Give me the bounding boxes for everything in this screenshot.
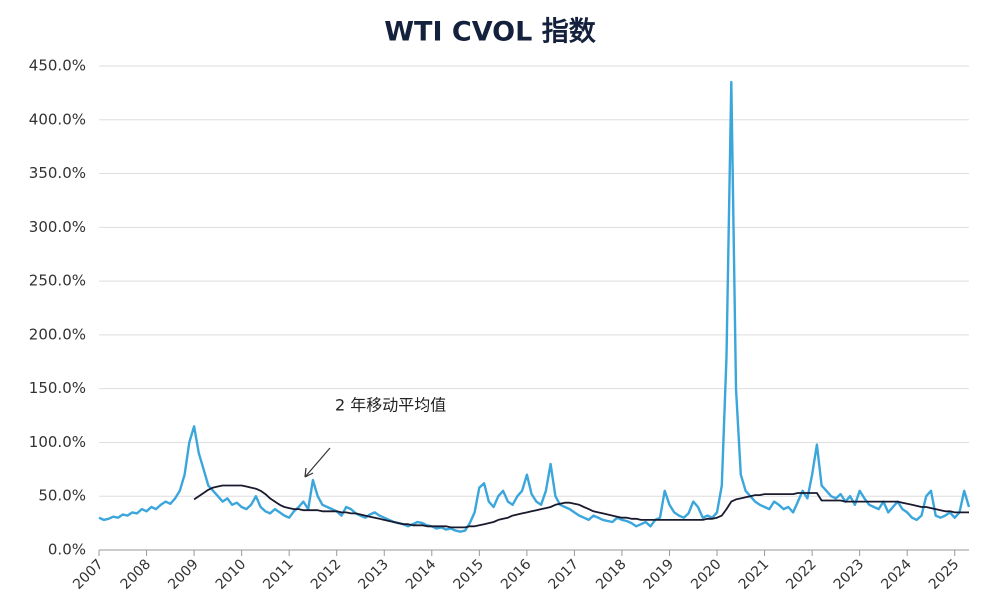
- y-tick-label: 150.0%: [29, 379, 86, 397]
- x-tick-label: 2016: [498, 556, 535, 593]
- y-tick-label: 250.0%: [29, 272, 86, 290]
- x-tick-label: 2023: [831, 556, 868, 593]
- y-tick-label: 50.0%: [38, 487, 86, 505]
- y-tick-label: 450.0%: [29, 57, 86, 75]
- x-tick-label: 2007: [70, 556, 107, 593]
- x-tick-label: 2017: [546, 556, 583, 593]
- x-tick-label: 2014: [403, 556, 440, 593]
- y-tick-label: 0.0%: [48, 541, 86, 559]
- moving-average-line: [193, 484, 969, 529]
- y-tick-label: 100.0%: [29, 433, 86, 451]
- x-tick-label: 2009: [165, 556, 202, 593]
- x-tick-label: 2012: [308, 556, 345, 593]
- x-tick-label: 2020: [688, 556, 725, 593]
- x-tick-label: 2010: [213, 556, 250, 593]
- x-tick-label: 2008: [118, 556, 155, 593]
- x-tick-label: 2019: [641, 556, 678, 593]
- annotation-arrow: [304, 447, 331, 478]
- x-tick-label: 2018: [593, 556, 630, 593]
- y-tick-label: 200.0%: [29, 325, 86, 343]
- annotation: 2 年移动平均值: [335, 396, 446, 415]
- y-tick-label: 300.0%: [29, 218, 86, 236]
- x-tick-label: 2024: [878, 556, 915, 593]
- x-tick-label: 2015: [450, 556, 487, 593]
- x-tick-label: 2011: [260, 556, 297, 593]
- x-tick-label: 2022: [783, 556, 820, 593]
- chart-title: WTI CVOL 指数: [384, 17, 596, 48]
- cvol-line: [98, 80, 971, 533]
- x-tick-label: 2013: [355, 556, 392, 593]
- y-tick-label: 350.0%: [29, 164, 86, 182]
- annotation-arrowhead: [304, 467, 314, 478]
- x-tick-label: 2025: [926, 556, 963, 593]
- y-tick-label: 400.0%: [29, 110, 86, 128]
- x-tick-label: 2021: [736, 556, 773, 593]
